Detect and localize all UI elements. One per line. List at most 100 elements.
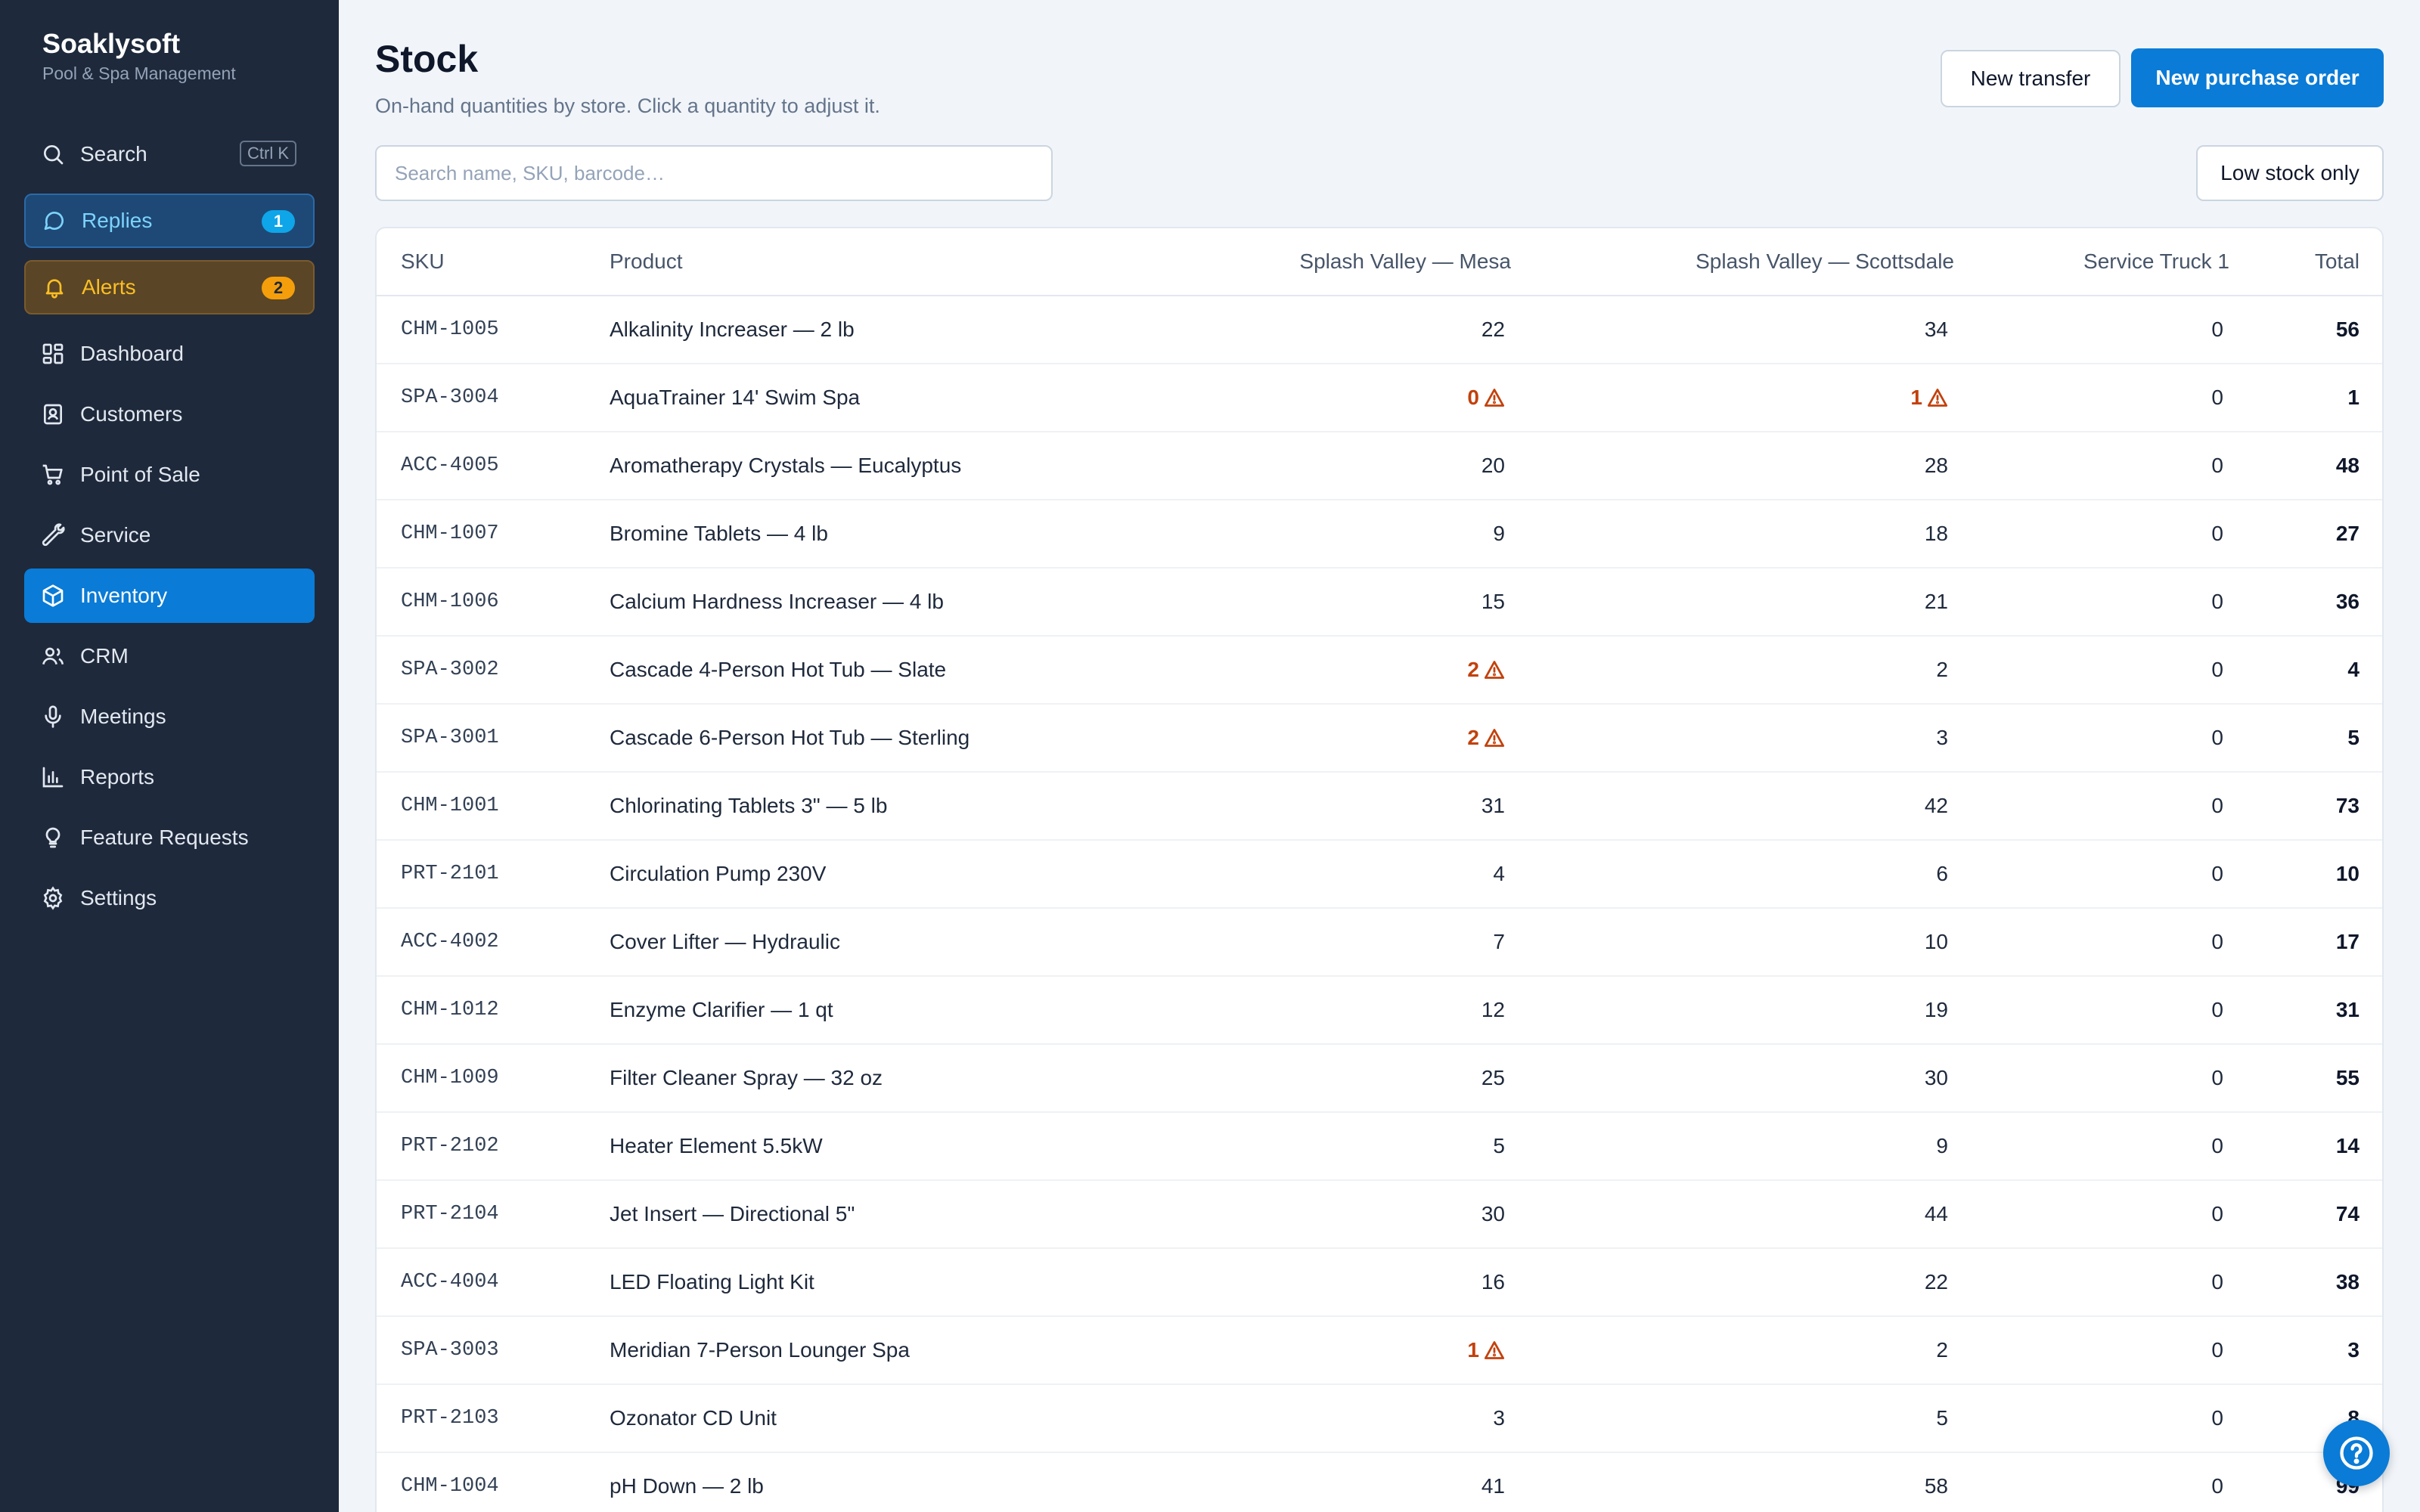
cell-qty-mesa[interactable]: 4 [1493, 862, 1505, 885]
cell-qty-scottsdale[interactable]: 6 [1936, 862, 1948, 885]
cell-qty-mesa[interactable]: 31 [1481, 794, 1505, 817]
cell-qty-scottsdale[interactable]: 1 [1910, 364, 1948, 431]
sidebar-item-replies[interactable]: Replies 1 [24, 194, 315, 248]
cell-qty-mesa[interactable]: 2 [1467, 705, 1505, 771]
sidebar-item-service[interactable]: Service [24, 508, 315, 562]
cell-qty-scottsdale[interactable]: 21 [1924, 590, 1948, 613]
cell-qty-service-truck[interactable]: 0 [2211, 1270, 2223, 1294]
cell-qty-scottsdale[interactable]: 22 [1924, 1270, 1948, 1294]
cell-qty-mesa[interactable]: 20 [1481, 454, 1505, 477]
cell-qty-service-truck[interactable]: 0 [2211, 1202, 2223, 1225]
new-purchase-order-button[interactable]: New purchase order [2131, 48, 2384, 107]
search-input[interactable] [375, 145, 1053, 201]
sidebar-item-customers[interactable]: Customers [24, 387, 315, 442]
cell-sku: CHM-1004 [401, 1475, 499, 1498]
cell-qty-mesa[interactable]: 22 [1481, 318, 1505, 341]
cell-qty-mesa[interactable]: 30 [1481, 1202, 1505, 1225]
column-header-total[interactable]: Total [2314, 249, 2360, 273]
cell-product: Filter Cleaner Spray — 32 oz [610, 1066, 883, 1089]
cell-total: 10 [2335, 862, 2360, 885]
brand-name: Soaklysoft [42, 28, 181, 59]
cell-qty-service-truck[interactable]: 0 [2211, 862, 2223, 885]
cell-qty-scottsdale[interactable]: 19 [1924, 998, 1948, 1021]
cell-qty-service-truck[interactable]: 0 [2211, 998, 2223, 1021]
table-header: SKU Product Splash Valley — Mesa Splash … [377, 228, 2382, 296]
cell-qty-scottsdale[interactable]: 18 [1924, 522, 1948, 545]
cell-qty-mesa[interactable]: 2 [1467, 637, 1505, 703]
cell-qty-mesa[interactable]: 16 [1481, 1270, 1505, 1294]
cell-qty-scottsdale[interactable]: 44 [1924, 1202, 1948, 1225]
cell-qty-mesa[interactable]: 25 [1481, 1066, 1505, 1089]
cell-qty-service-truck[interactable]: 0 [2211, 1406, 2223, 1430]
cell-qty-mesa[interactable]: 7 [1493, 930, 1505, 953]
cell-total: 74 [2335, 1202, 2360, 1225]
sidebar-search[interactable]: Search Ctrl K [24, 127, 315, 181]
column-header-product[interactable]: Product [610, 249, 683, 273]
cell-qty-mesa[interactable]: 41 [1481, 1474, 1505, 1498]
cell-qty-scottsdale[interactable]: 30 [1924, 1066, 1948, 1089]
warning-icon [1484, 1341, 1505, 1359]
help-button[interactable] [2323, 1420, 2390, 1486]
low-stock-filter-button[interactable]: Low stock only [2196, 145, 2384, 201]
cell-qty-mesa[interactable]: 12 [1481, 998, 1505, 1021]
cell-qty-service-truck[interactable]: 0 [2211, 454, 2223, 477]
cell-qty-service-truck[interactable]: 0 [2211, 1338, 2223, 1362]
low-stock-quantity: 2 [1467, 726, 1505, 750]
cell-qty-service-truck[interactable]: 0 [2211, 590, 2223, 613]
cell-qty-service-truck[interactable]: 0 [2211, 522, 2223, 545]
column-header-service-truck[interactable]: Service Truck 1 [2083, 249, 2229, 273]
cell-product: Calcium Hardness Increaser — 4 lb [610, 590, 944, 613]
cell-qty-scottsdale[interactable]: 2 [1936, 1338, 1948, 1362]
cell-qty-service-truck[interactable]: 0 [2211, 318, 2223, 341]
cell-qty-scottsdale[interactable]: 3 [1936, 726, 1948, 749]
cell-qty-scottsdale[interactable]: 28 [1924, 454, 1948, 477]
table-row: PRT-2104 Jet Insert — Directional 5" 30 44 0… [377, 1181, 2382, 1249]
cell-qty-scottsdale[interactable]: 58 [1924, 1474, 1948, 1498]
sidebar-item-inventory[interactable]: Inventory [24, 569, 315, 623]
sidebar-item-feature-requests[interactable]: Feature Requests [24, 810, 315, 865]
cell-qty-scottsdale[interactable]: 42 [1924, 794, 1948, 817]
cell-qty-scottsdale[interactable]: 5 [1936, 1406, 1948, 1430]
cell-qty-service-truck[interactable]: 0 [2211, 726, 2223, 749]
cell-qty-mesa[interactable]: 9 [1493, 522, 1505, 545]
cell-qty-mesa[interactable]: 15 [1481, 590, 1505, 613]
brand-subtitle: Pool & Spa Management [42, 64, 236, 83]
sidebar-item-dashboard[interactable]: Dashboard [24, 327, 315, 381]
cell-product: Heater Element 5.5kW [610, 1134, 823, 1157]
cell-qty-service-truck[interactable]: 0 [2211, 794, 2223, 817]
sidebar-item-alerts[interactable]: Alerts 2 [24, 260, 315, 314]
column-header-scottsdale[interactable]: Splash Valley — Scottsdale [1696, 249, 1954, 273]
cell-qty-service-truck[interactable]: 0 [2211, 386, 2223, 409]
cell-sku: CHM-1005 [401, 318, 499, 341]
cell-qty-mesa[interactable]: 1 [1467, 1317, 1505, 1383]
cell-product: AquaTrainer 14' Swim Spa [610, 386, 861, 409]
cell-qty-scottsdale[interactable]: 10 [1924, 930, 1948, 953]
sidebar-item-reports[interactable]: Reports [24, 750, 315, 804]
cell-qty-mesa[interactable]: 5 [1493, 1134, 1505, 1157]
cell-qty-service-truck[interactable]: 0 [2211, 1066, 2223, 1089]
page-title: Stock [375, 38, 479, 80]
new-transfer-button[interactable]: New transfer [1941, 50, 2121, 107]
cell-qty-service-truck[interactable]: 0 [2211, 1134, 2223, 1157]
sidebar-item-meetings[interactable]: Meetings [24, 689, 315, 744]
cell-sku: ACC-4002 [401, 931, 499, 953]
cell-sku: SPA-3004 [401, 386, 499, 409]
cell-product: Enzyme Clarifier — 1 qt [610, 998, 833, 1021]
column-header-sku[interactable]: SKU [401, 249, 445, 273]
sidebar-item-crm[interactable]: CRM [24, 629, 315, 683]
cell-qty-mesa[interactable]: 3 [1493, 1406, 1505, 1430]
cell-qty-service-truck[interactable]: 0 [2211, 658, 2223, 681]
cell-qty-service-truck[interactable]: 0 [2211, 1474, 2223, 1498]
sidebar-item-settings[interactable]: Settings [24, 871, 315, 925]
sidebar-search-label: Search [80, 142, 147, 166]
column-header-mesa[interactable]: Splash Valley — Mesa [1299, 249, 1511, 273]
cell-qty-scottsdale[interactable]: 2 [1936, 658, 1948, 681]
table-row: CHM-1005 Alkalinity Increaser — 2 lb 22 34 0… [377, 296, 2382, 364]
cell-qty-scottsdale[interactable]: 34 [1924, 318, 1948, 341]
cell-total: 1 [2347, 386, 2360, 409]
cell-qty-mesa[interactable]: 0 [1467, 364, 1505, 431]
cell-qty-scottsdale[interactable]: 9 [1936, 1134, 1948, 1157]
cell-qty-service-truck[interactable]: 0 [2211, 930, 2223, 953]
table-row: CHM-1006 Calcium Hardness Increaser — 4 l… [377, 569, 2382, 637]
sidebar-item-point-of-sale[interactable]: Point of Sale [24, 448, 315, 502]
